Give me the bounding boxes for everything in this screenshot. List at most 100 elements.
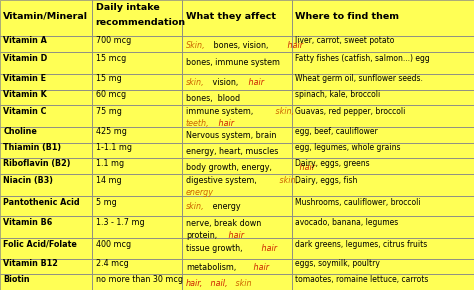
Text: What they affect: What they affect: [186, 12, 276, 21]
Text: energy, heart, muscles: energy, heart, muscles: [186, 147, 278, 156]
Bar: [292, 158, 474, 174]
Text: Vitamin/Mineral: Vitamin/Mineral: [3, 12, 88, 21]
Text: hair: hair: [226, 231, 244, 240]
Text: spinach, kale, broccoli: spinach, kale, broccoli: [295, 90, 380, 99]
Bar: [292, 274, 474, 290]
Text: 400 mcg: 400 mcg: [96, 240, 131, 249]
Bar: [0, 274, 92, 290]
Text: skin: skin: [233, 279, 252, 288]
Text: 425 mg: 425 mg: [96, 127, 127, 136]
Bar: [182, 274, 292, 290]
Bar: [182, 216, 292, 238]
Bar: [0, 127, 92, 143]
Bar: [92, 127, 182, 143]
Text: eggs, soymilk, poultry: eggs, soymilk, poultry: [295, 259, 380, 268]
Text: 60 mcg: 60 mcg: [96, 90, 126, 99]
Text: nail,: nail,: [208, 279, 228, 288]
Bar: [0, 143, 92, 158]
Text: body growth, energy,: body growth, energy,: [186, 163, 272, 172]
Text: nerve, break down: nerve, break down: [186, 219, 261, 228]
Text: Mushrooms, cauliflower, broccoli: Mushrooms, cauliflower, broccoli: [295, 197, 420, 207]
Text: vision,: vision,: [210, 78, 238, 87]
Bar: [0, 174, 92, 196]
Text: egg, legumes, whole grains: egg, legumes, whole grains: [295, 143, 401, 152]
Text: 700 mcg: 700 mcg: [96, 37, 131, 46]
Bar: [182, 259, 292, 274]
Text: 15 mg: 15 mg: [96, 74, 121, 83]
Text: energy: energy: [186, 188, 214, 197]
Text: Fatty fishes (catfish, salmon...) egg: Fatty fishes (catfish, salmon...) egg: [295, 54, 429, 63]
Bar: [92, 216, 182, 238]
Bar: [182, 127, 292, 143]
Bar: [182, 36, 292, 52]
Bar: [0, 158, 92, 174]
Text: 1-1.1 mg: 1-1.1 mg: [96, 143, 132, 152]
Text: immune system,: immune system,: [186, 107, 253, 116]
Text: Vitamin B12: Vitamin B12: [3, 259, 58, 268]
Bar: [292, 174, 474, 196]
Bar: [182, 52, 292, 74]
Text: hair: hair: [251, 263, 269, 272]
Bar: [182, 90, 292, 105]
Text: Skin,: Skin,: [186, 41, 205, 50]
Text: hair: hair: [216, 119, 234, 128]
Bar: [0, 74, 92, 90]
Bar: [292, 36, 474, 52]
Bar: [92, 90, 182, 105]
Text: Vitamin C: Vitamin C: [3, 107, 47, 116]
Text: Dairy, eggs, fish: Dairy, eggs, fish: [295, 176, 357, 185]
Text: egg, beef, cauliflower: egg, beef, cauliflower: [295, 127, 378, 136]
Text: 5 mg: 5 mg: [96, 197, 117, 207]
Bar: [92, 158, 182, 174]
Text: 2.4 mcg: 2.4 mcg: [96, 259, 128, 268]
Bar: [92, 174, 182, 196]
Bar: [92, 105, 182, 127]
Bar: [182, 238, 292, 259]
Text: 14 mg: 14 mg: [96, 176, 121, 185]
Bar: [92, 196, 182, 216]
Text: metabolism,: metabolism,: [186, 263, 236, 272]
Text: tomaotes, romaine lettuce, carrots: tomaotes, romaine lettuce, carrots: [295, 275, 428, 284]
Text: Guavas, red pepper, broccoli: Guavas, red pepper, broccoli: [295, 107, 405, 116]
Text: skin,: skin,: [277, 176, 298, 185]
Bar: [292, 216, 474, 238]
Text: Vitamin B6: Vitamin B6: [3, 218, 53, 227]
Text: tissue growth,: tissue growth,: [186, 244, 242, 253]
Text: teeth,: teeth,: [186, 119, 210, 128]
Bar: [92, 52, 182, 74]
Bar: [0, 0, 92, 36]
Text: Nervous system, brain: Nervous system, brain: [186, 131, 276, 140]
Bar: [182, 174, 292, 196]
Text: Niacin (B3): Niacin (B3): [3, 176, 53, 185]
Text: Vitamin E: Vitamin E: [3, 74, 46, 83]
Text: Thiamin (B1): Thiamin (B1): [3, 143, 62, 152]
Text: energy: energy: [210, 202, 240, 211]
Bar: [0, 105, 92, 127]
Bar: [182, 158, 292, 174]
Text: 1.1 mg: 1.1 mg: [96, 159, 124, 168]
Bar: [182, 105, 292, 127]
Text: Choline: Choline: [3, 127, 37, 136]
Bar: [92, 36, 182, 52]
Bar: [292, 259, 474, 274]
Bar: [0, 196, 92, 216]
Text: digestive system,: digestive system,: [186, 176, 256, 185]
Text: Wheat germ oil, sunflower seeds.: Wheat germ oil, sunflower seeds.: [295, 74, 423, 83]
Text: bones, immune system: bones, immune system: [186, 58, 280, 67]
Bar: [0, 238, 92, 259]
Text: Riboflavin (B2): Riboflavin (B2): [3, 159, 71, 168]
Text: hair: hair: [297, 163, 315, 172]
Text: dark greens, legumes, citrus fruits: dark greens, legumes, citrus fruits: [295, 240, 427, 249]
Text: hair: hair: [246, 78, 264, 87]
Bar: [292, 238, 474, 259]
Text: liver, carrot, sweet potato: liver, carrot, sweet potato: [295, 37, 394, 46]
Bar: [0, 52, 92, 74]
Bar: [182, 0, 292, 36]
Text: Vitamin K: Vitamin K: [3, 90, 47, 99]
Bar: [292, 0, 474, 36]
Text: skin,: skin,: [186, 78, 204, 87]
Text: Vitamin D: Vitamin D: [3, 54, 47, 63]
Text: Pantothenic Acid: Pantothenic Acid: [3, 197, 80, 207]
Text: Where to find them: Where to find them: [295, 12, 399, 21]
Bar: [292, 196, 474, 216]
